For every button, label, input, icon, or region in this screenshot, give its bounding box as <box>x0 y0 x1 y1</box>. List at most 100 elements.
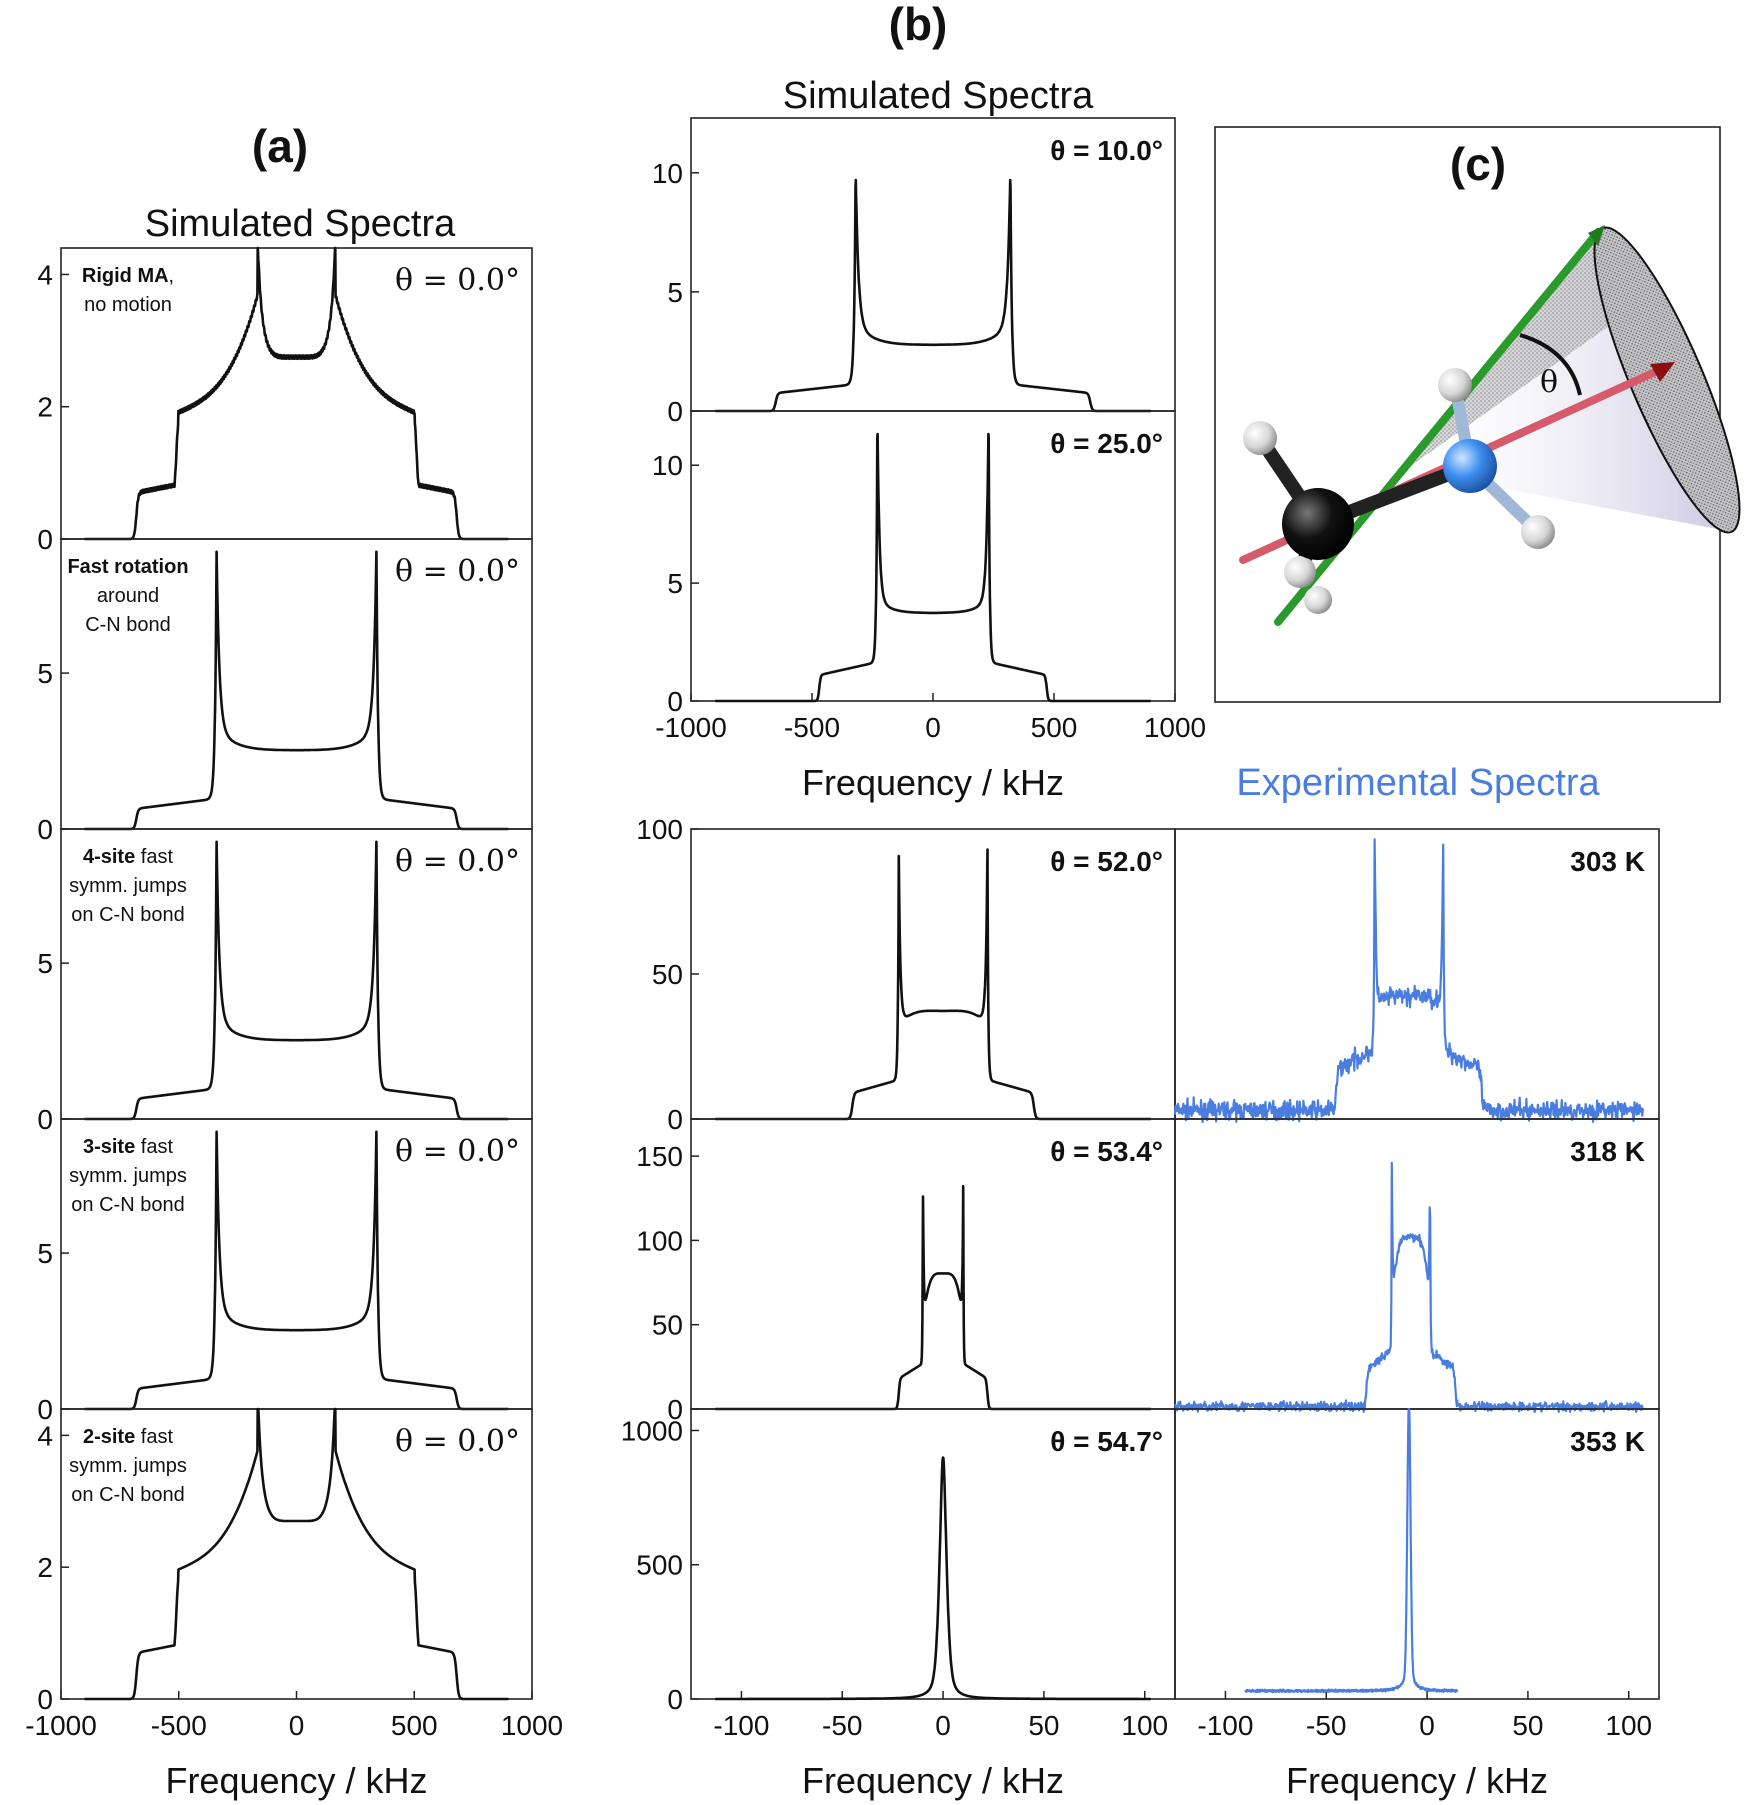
chart-a1: 0 2 4 θ = 0.0° Rigid MA, no motion <box>37 246 533 555</box>
motion-note-text: Rigid MA <box>82 265 169 287</box>
motion-note: symm. jumps <box>69 875 187 897</box>
motion-note-text: on C-N bond <box>71 904 184 926</box>
chart-e1: 303 K <box>1173 828 1660 1124</box>
hydrogen-atom-icon <box>1521 515 1555 549</box>
y-tick-label: 0 <box>667 1394 683 1425</box>
x-tick-label: -100 <box>1197 1710 1253 1741</box>
motion-note: around <box>97 585 159 607</box>
carbon-atom-icon <box>1282 488 1354 560</box>
x-tick-label: 100 <box>1121 1710 1168 1741</box>
chart-b2: 0 5 10 -1000 -500 0 500 1000 Frequency / kHz θ = … <box>652 410 1206 803</box>
angle-label: θ = 10.0° <box>1050 135 1163 166</box>
hydrogen-atom-icon <box>1284 556 1316 588</box>
y-tick-label: 4 <box>37 259 53 290</box>
x-tick-label: -1000 <box>25 1710 97 1741</box>
panel-b-letter: (b) <box>889 0 948 50</box>
nitrogen-atom-icon <box>1443 439 1497 493</box>
x-tick-label: -100 <box>713 1710 769 1741</box>
x-tick-label: -50 <box>822 1710 862 1741</box>
motion-note-text: symm. jumps <box>69 1455 187 1477</box>
chart-b4: 0 50 100 150 θ = 53.4° <box>636 1118 1176 1425</box>
motion-note: on C-N bond <box>71 1484 184 1506</box>
angle-label: θ = 0.0° <box>395 554 520 589</box>
x-tick-label: 1000 <box>501 1710 563 1741</box>
x-tick-label: 0 <box>925 712 941 743</box>
y-tick-label: 50 <box>652 959 683 990</box>
experimental-trace <box>1173 838 1644 1124</box>
panel-a-title: Simulated Spectra <box>145 203 456 245</box>
panel-a-letter: (a) <box>252 120 308 172</box>
hydrogen-atom-icon <box>1438 368 1472 402</box>
y-tick-label: 0 <box>37 1684 53 1715</box>
chart-e2: 318 K <box>1173 1118 1660 1414</box>
temperature-label: 303 K <box>1570 846 1645 877</box>
temperature-label: 353 K <box>1570 1426 1645 1457</box>
y-tick-label: 2 <box>37 1552 53 1583</box>
x-axis-label: Frequency / kHz <box>802 762 1064 803</box>
chart-a3: 0 5 θ = 0.0° 4-site fast symm. jumps on C-N b… <box>37 828 533 1135</box>
x-axis-label: Frequency / kHz <box>1286 1760 1548 1801</box>
x-tick-label: 50 <box>1028 1710 1059 1741</box>
y-tick-label: 0 <box>37 1104 53 1135</box>
chart-b3: 0 50 100 θ = 52.0° <box>636 814 1176 1135</box>
angle-label: θ = 52.0° <box>1050 846 1163 877</box>
motion-note: 3-site fast <box>83 1136 173 1158</box>
motion-note-suffix: , <box>169 265 175 287</box>
y-tick-label: 5 <box>37 948 53 979</box>
motion-note: symm. jumps <box>69 1165 187 1187</box>
motion-note: 4-site fast <box>83 846 173 868</box>
x-tick-label: -500 <box>784 712 840 743</box>
chart-a4: 0 5 θ = 0.0° 3-site fast symm. jumps on C-N b… <box>37 1118 533 1425</box>
y-tick-label: 0 <box>667 1104 683 1135</box>
chart-a2: 0 5 θ = 0.0° Fast rotation around C-N bond <box>37 538 533 845</box>
motion-note: on C-N bond <box>71 904 184 926</box>
green-arrowhead-icon <box>1588 225 1605 246</box>
motion-note: C-N bond <box>85 614 171 636</box>
y-tick-label: 5 <box>667 568 683 599</box>
motion-note: symm. jumps <box>69 1455 187 1477</box>
y-tick-label: 5 <box>37 658 53 689</box>
hydrogen-atom-icon <box>1304 586 1332 614</box>
angle-label: θ = 0.0° <box>395 1134 520 1169</box>
x-tick-label: 500 <box>1031 712 1078 743</box>
y-tick-label: 10 <box>652 158 683 189</box>
experimental-trace <box>1173 1161 1644 1414</box>
angle-label: θ = 25.0° <box>1050 428 1163 459</box>
x-tick-label: 0 <box>1419 1710 1435 1741</box>
y-tick-label: 5 <box>37 1238 53 1269</box>
simulated-trace <box>83 246 510 541</box>
y-tick-label: 0 <box>37 524 53 555</box>
simulated-trace <box>83 1130 510 1411</box>
y-tick-label: 150 <box>636 1141 683 1172</box>
y-tick-label: 0 <box>37 814 53 845</box>
x-tick-label: -500 <box>151 1710 207 1741</box>
panel-c-frame <box>1214 126 1721 703</box>
motion-note-text: 3-site <box>83 1136 135 1158</box>
plot-frame <box>1174 1408 1660 1700</box>
y-tick-label: 50 <box>652 1310 683 1341</box>
y-tick-label: 0 <box>667 686 683 717</box>
experimental-title: Experimental Spectra <box>1236 762 1600 804</box>
experimental-trace <box>1244 1407 1459 1694</box>
simulated-trace <box>714 178 1152 413</box>
chart-e3: -100 -50 0 50 100 Frequency / kHz 353 K <box>1174 1407 1660 1801</box>
temperature-label: 318 K <box>1570 1136 1645 1167</box>
y-tick-label: 500 <box>636 1550 683 1581</box>
motion-note: Rigid MA, <box>82 265 174 287</box>
simulated-trace <box>83 840 510 1121</box>
motion-note-suffix: fast <box>135 846 173 868</box>
x-axis-label: Frequency / kHz <box>802 1760 1064 1801</box>
simulated-trace <box>714 848 1152 1121</box>
x-tick-label: -1000 <box>655 712 727 743</box>
simulated-trace <box>714 1456 1152 1701</box>
motion-note-text: C-N bond <box>85 614 171 636</box>
y-tick-label: 100 <box>636 814 683 845</box>
y-tick-label: 0 <box>667 396 683 427</box>
cone-shade <box>1405 228 1660 470</box>
motion-note-text: around <box>97 585 159 607</box>
angle-label: θ = 0.0° <box>395 263 520 298</box>
motion-note-suffix: fast <box>135 1136 173 1158</box>
theta-symbol: θ <box>1540 365 1558 400</box>
simulated-trace <box>83 1407 510 1701</box>
